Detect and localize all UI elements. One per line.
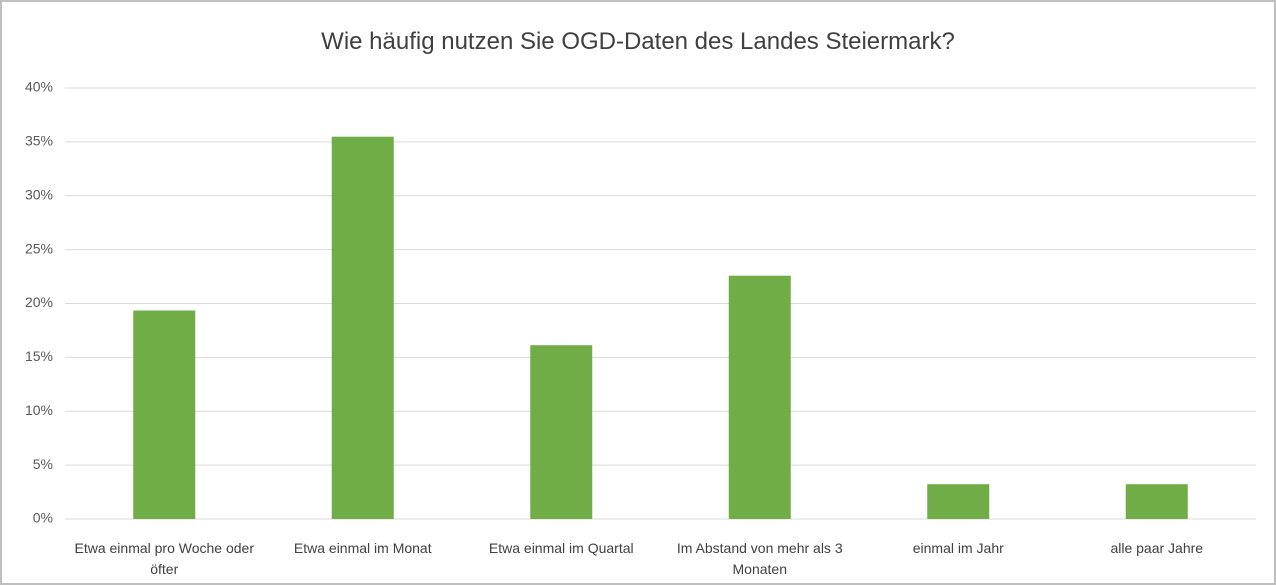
y-tick-label: 10% [25,402,53,418]
bar [331,136,394,519]
y-tick-label: 5% [33,456,53,472]
x-tick-label: Etwa einmal pro Woche oder öfter [74,540,255,577]
y-tick-label: 35% [25,133,53,149]
y-tick-label: 30% [25,186,53,202]
y-tick-label: 15% [25,348,53,364]
y-tick-label: 0% [33,510,53,526]
x-tick-label: Etwa einmal im Quartal [488,540,634,556]
x-tick-label: Im Abstand von mehr als 3 Monaten [676,540,843,577]
bar [728,275,791,519]
bar [133,310,196,519]
x-tick-label: einmal im Jahr [912,540,1004,556]
x-tick-label: alle paar Jahre [1110,540,1204,556]
y-tick-label: 20% [25,294,53,310]
bar [1125,484,1188,519]
y-tick-label: 25% [25,240,53,256]
bar [530,345,593,519]
chart-title: Wie häufig nutzen Sie OGD-Daten des Land… [321,28,955,55]
y-tick-label: 40% [25,79,53,95]
bar [927,484,990,519]
x-tick-label: Etwa einmal im Monat [293,540,432,556]
